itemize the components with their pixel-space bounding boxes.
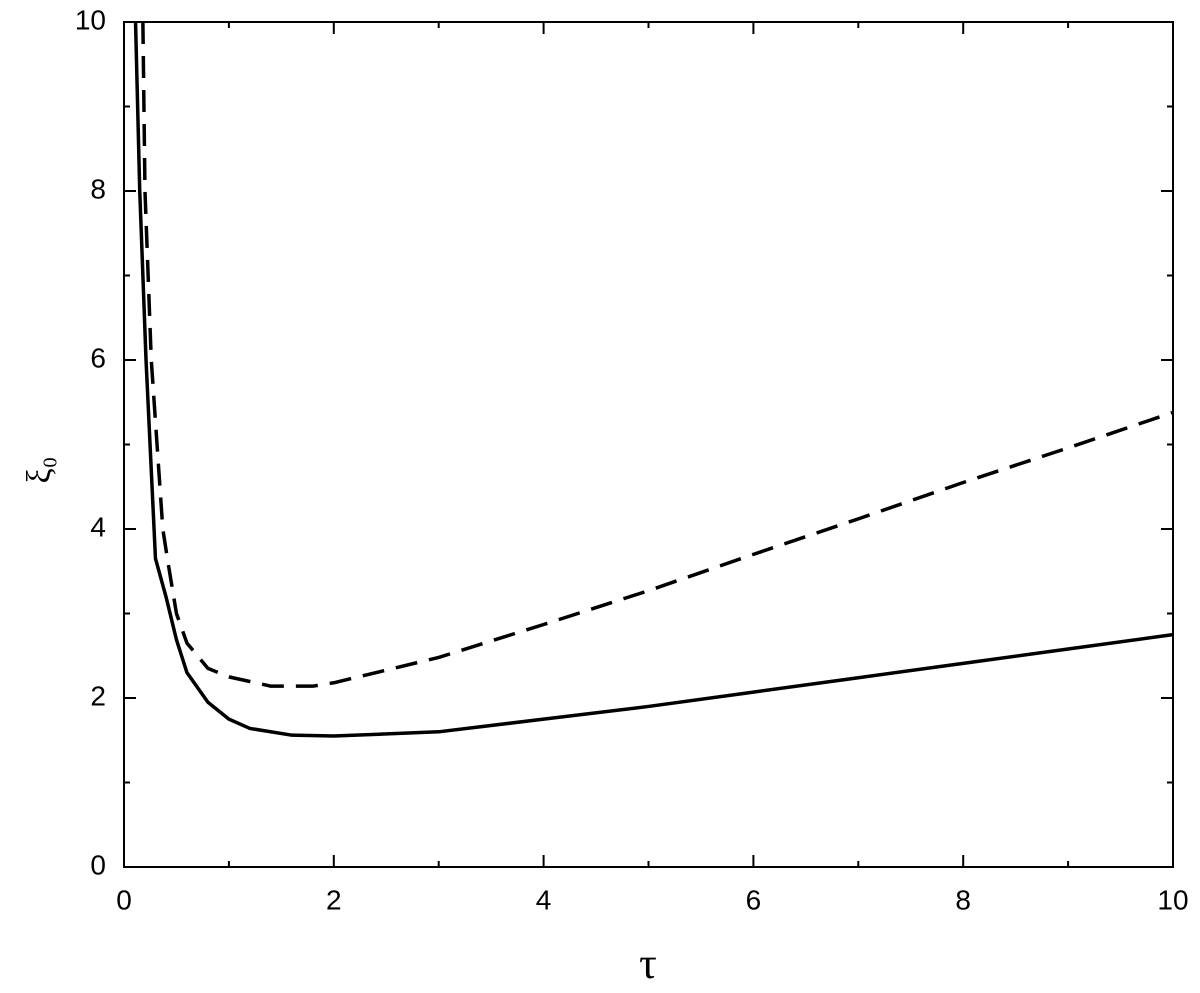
x-tick-label: 10: [1157, 884, 1188, 915]
series-line: [141, 22, 1173, 688]
y-tick-label: 4: [90, 511, 106, 542]
series-line: [133, 22, 1173, 738]
plot-area: [133, 22, 1173, 738]
x-tick-label: 6: [746, 884, 762, 915]
y-tick-label: 10: [75, 4, 106, 35]
plot-frame: [123, 21, 1174, 868]
y-tick-label: 6: [90, 342, 106, 373]
x-axis-title: τ: [639, 939, 657, 988]
x-tick-label: 2: [326, 884, 342, 915]
x-tick-label: 4: [536, 884, 552, 915]
y-tick-label: 0: [90, 849, 106, 880]
x-tick-label: 0: [116, 884, 132, 915]
y-tick-label: 8: [90, 173, 106, 204]
x-tick-label: 8: [955, 884, 971, 915]
y-axis-title: ξ₀: [21, 456, 58, 483]
y-tick-label: 2: [90, 680, 106, 711]
